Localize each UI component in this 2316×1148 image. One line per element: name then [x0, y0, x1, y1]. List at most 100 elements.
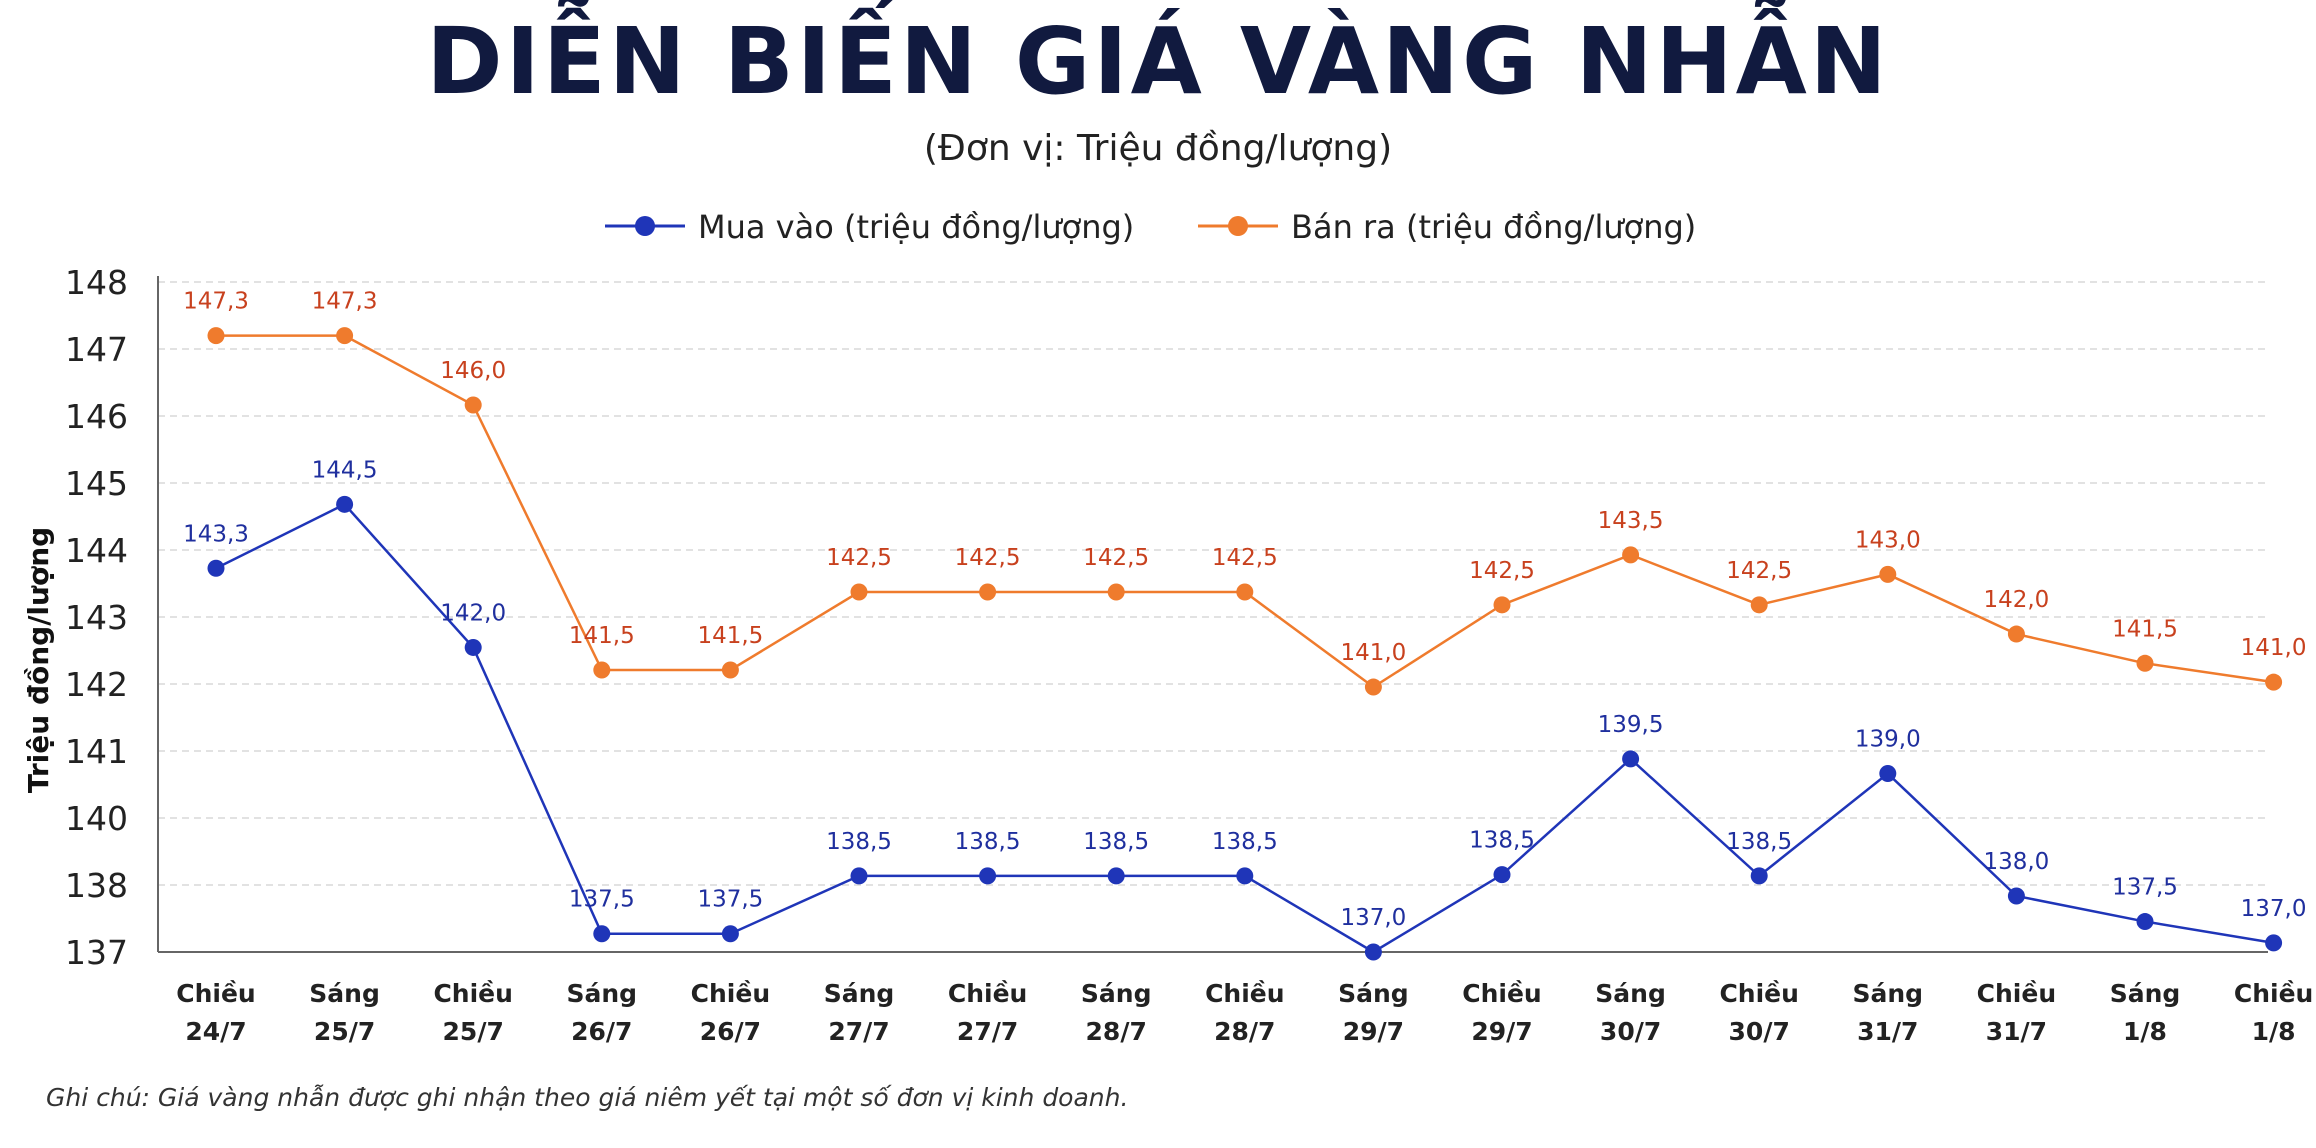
y-tick-label: 137	[65, 933, 128, 972]
data-label: 137,0	[1340, 905, 1406, 931]
y-tick-label: 146	[65, 397, 128, 436]
data-point	[336, 327, 354, 345]
series-line	[216, 334, 2274, 689]
data-label: 137,5	[2112, 875, 2178, 901]
x-tick-label: 29/7	[1343, 1017, 1404, 1046]
data-point	[207, 559, 225, 577]
data-label: 143,0	[1855, 527, 1921, 553]
legend-marker-buy	[635, 216, 655, 236]
y-tick-label: 148	[65, 263, 128, 302]
data-label: 138,5	[1212, 829, 1278, 855]
data-label: 147,3	[312, 289, 378, 315]
x-tick-label: Chiều	[1719, 979, 1798, 1008]
data-point	[979, 583, 997, 601]
data-label: 141,0	[1340, 640, 1406, 666]
y-tick-label: 147	[65, 330, 128, 369]
x-tick-label: 31/7	[1857, 1017, 1918, 1046]
x-tick-label: 25/7	[314, 1017, 375, 1046]
x-tick-label: 28/7	[1214, 1017, 1275, 1046]
data-point	[2007, 887, 2025, 905]
x-tick-label: Chiều	[1977, 979, 2056, 1008]
data-point	[593, 925, 611, 943]
data-label: 137,5	[697, 887, 763, 913]
x-tick-label: Chiều	[1462, 979, 1541, 1008]
legend-marker-sell	[1228, 216, 1248, 236]
data-point	[1622, 546, 1640, 564]
data-point	[336, 495, 354, 513]
y-tick-label: 145	[65, 464, 128, 503]
data-point	[721, 661, 739, 679]
data-point	[2007, 625, 2025, 643]
y-tick-label: 142	[65, 665, 128, 704]
data-point	[1107, 583, 1125, 601]
x-tick-label: 30/7	[1600, 1017, 1661, 1046]
x-tick-label: Sáng	[309, 979, 380, 1008]
data-label: 142,5	[826, 545, 892, 571]
x-tick-label: Sáng	[2110, 979, 2181, 1008]
data-label: 138,5	[826, 829, 892, 855]
y-tick-label: 138	[65, 866, 128, 905]
data-label: 138,5	[1083, 829, 1149, 855]
data-point	[1107, 867, 1125, 885]
data-point	[1236, 583, 1254, 601]
footnote: Ghi chú: Giá vàng nhẫn được ghi nhận the…	[46, 1083, 1129, 1112]
axes	[157, 276, 2268, 953]
y-tick-label: 144	[65, 531, 128, 570]
x-tick-label: Sáng	[1081, 979, 1152, 1008]
data-label: 146,0	[440, 358, 506, 384]
data-label: 142,5	[1083, 545, 1149, 571]
x-tick-label: Chiều	[691, 979, 770, 1008]
data-point	[1364, 943, 1382, 961]
data-label: 139,5	[1598, 712, 1664, 738]
x-tick-label: 25/7	[443, 1017, 504, 1046]
x-tick-label: Sáng	[1595, 979, 1666, 1008]
x-tick-label: 27/7	[828, 1017, 889, 1046]
data-point	[464, 638, 482, 656]
data-label: 141,0	[2241, 635, 2307, 661]
x-tick-label: Sáng	[1338, 979, 1409, 1008]
x-tick-label: 27/7	[957, 1017, 1018, 1046]
x-ticks: Chiều 24/7 Sáng 25/7 Chiều 25/7 Sáng 26/7 Chiều 2…	[176, 979, 2313, 1046]
data-point	[1750, 596, 1768, 614]
data-point	[2136, 913, 2154, 931]
x-tick-label: Chiều	[433, 979, 512, 1008]
x-tick-label: Chiều	[2234, 979, 2313, 1008]
x-tick-label: Chiều	[1205, 979, 1284, 1008]
data-label: 139,0	[1855, 727, 1921, 753]
data-label: 137,5	[569, 887, 635, 913]
x-tick-label: 30/7	[1729, 1017, 1790, 1046]
x-tick-label: Chiều	[176, 979, 255, 1008]
x-tick-label: Sáng	[1853, 979, 1924, 1008]
data-point	[850, 867, 868, 885]
gridlines	[158, 281, 2268, 886]
x-tick-label: 1/8	[2123, 1017, 2167, 1046]
data-label: 141,5	[697, 623, 763, 649]
data-label: 142,0	[1983, 587, 2049, 613]
data-point	[2136, 654, 2154, 672]
x-tick-label: 29/7	[1471, 1017, 1532, 1046]
data-point	[2265, 934, 2283, 952]
y-ticks: 137 138 140 141 142 143 144 145 146 147 148	[65, 263, 128, 972]
legend-label-sell: Bán ra (triệu đồng/lượng)	[1291, 208, 1696, 246]
data-point	[979, 867, 997, 885]
data-point	[1493, 596, 1511, 614]
data-label: 142,5	[1469, 558, 1535, 584]
y-axis-label: Triệu đồng/lượng	[22, 527, 55, 793]
series: 143,3 144,5 142,0 137,5 137,5 138,5 138,5 138,5…	[183, 289, 2307, 961]
x-tick-label: Chiều	[948, 979, 1027, 1008]
x-tick-label: 1/8	[2252, 1017, 2296, 1046]
legend-item-sell: Bán ra (triệu đồng/lượng)	[1198, 208, 1696, 246]
legend-item-buy: Mua vào (triệu đồng/lượng)	[605, 208, 1134, 246]
y-tick-label: 140	[65, 799, 128, 838]
data-point	[1236, 867, 1254, 885]
legend-label-buy: Mua vào (triệu đồng/lượng)	[698, 208, 1134, 246]
data-label: 138,0	[1983, 849, 2049, 875]
data-point	[1622, 750, 1640, 768]
data-label: 141,5	[569, 623, 635, 649]
data-label: 138,5	[1726, 829, 1792, 855]
data-point	[1879, 565, 1897, 583]
x-tick-label: 26/7	[700, 1017, 761, 1046]
series-sell: 147,3 147,3 146,0 141,5 141,5 142,5 142,5 142,5…	[183, 289, 2307, 696]
data-point	[1493, 866, 1511, 884]
